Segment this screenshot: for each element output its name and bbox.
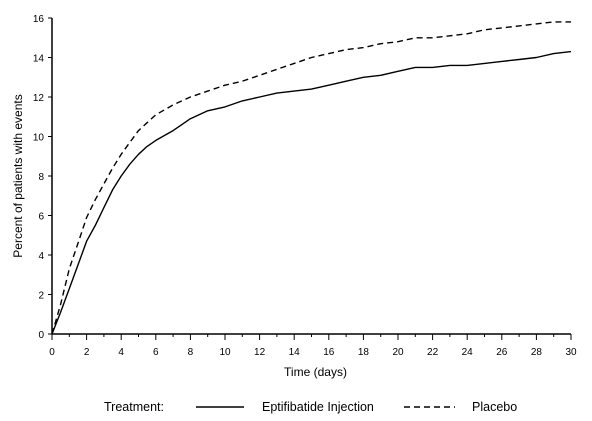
x-tick-label: 28: [531, 347, 543, 358]
y-tick-label: 12: [33, 93, 45, 104]
legend-label-eptifibatide: Eptifibatide Injection: [262, 400, 374, 414]
x-tick-label: 16: [323, 347, 335, 358]
x-tick-label: 0: [49, 347, 55, 358]
x-tick-label: 14: [289, 347, 301, 358]
x-axis-label: Time (days): [284, 365, 347, 379]
legend-title: Treatment:: [104, 400, 164, 414]
series-line-placebo: [51, 21, 571, 335]
x-tick-label: 18: [358, 347, 370, 358]
x-tick-label: 2: [84, 347, 90, 358]
x-tick-label: 30: [565, 347, 577, 358]
x-tick-label: 10: [219, 347, 231, 358]
series-line-eptifibatide: [51, 50, 572, 335]
y-tick-label: 6: [38, 212, 44, 223]
x-tick-label: 22: [427, 347, 439, 358]
legend: Treatment: Eptifibatide Injection Placebo: [104, 400, 517, 414]
x-tick-label: 12: [254, 347, 266, 358]
y-tick-label: 2: [38, 291, 44, 302]
y-tick-label: 10: [33, 133, 45, 144]
y-tick-label: 14: [33, 54, 45, 65]
y-axis-label: Percent of patients with events: [11, 94, 25, 257]
legend-label-placebo: Placebo: [472, 400, 517, 414]
x-tick-label: 8: [188, 347, 194, 358]
y-tick-label: 8: [38, 172, 44, 183]
x-tick-label: 26: [496, 347, 508, 358]
y-tick-label: 16: [33, 14, 45, 25]
y-tick-label: 4: [38, 251, 44, 262]
x-tick-label: 6: [153, 347, 159, 358]
chart-series: [51, 21, 572, 335]
y-tick-label: 0: [38, 330, 44, 341]
x-tick-label: 24: [462, 347, 474, 358]
x-tick-label: 4: [118, 347, 124, 358]
x-tick-label: 20: [392, 347, 404, 358]
